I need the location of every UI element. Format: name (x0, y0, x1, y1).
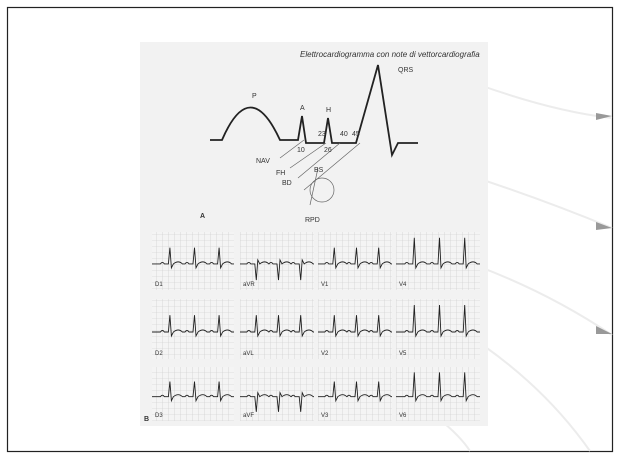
interval-label: 10 (297, 147, 305, 154)
wave-label: H (326, 107, 331, 114)
caption: Elettrocardiogramma con note di vettorca… (300, 50, 480, 59)
structure-label: BS (314, 167, 324, 174)
slide: Elettrocardiogramma con note di vettorca… (0, 0, 620, 459)
lead-label: aVL (243, 351, 254, 357)
interval-label: 40 (340, 131, 348, 138)
figure-label: B (144, 416, 149, 423)
structure-label: FH (276, 170, 285, 177)
lead-label: V5 (399, 351, 407, 357)
page: {"header": {"caption": "Elettrocardiogra… (0, 0, 620, 459)
lead-label: V1 (321, 282, 329, 288)
lead-label: D1 (155, 282, 163, 288)
lead-label: V2 (321, 351, 329, 357)
structure-label: BD (282, 180, 292, 187)
lead-label: V6 (399, 413, 407, 419)
wave-label: A (300, 105, 305, 112)
lead-label: aVR (243, 282, 255, 288)
figure-label: A (200, 213, 205, 220)
lead-label: V4 (399, 282, 407, 288)
lead-label: D3 (155, 413, 163, 419)
lead-label: aVF (243, 413, 254, 419)
structure-label: NAV (256, 158, 270, 165)
lead-label: V3 (321, 413, 329, 419)
interval-label: 23 (318, 131, 326, 138)
ecg-panels: D1 aVR V1 V4 D2 aVL V2 V5 D3 aVF V3 V6 B (144, 232, 480, 423)
lead-label: D2 (155, 351, 163, 357)
structure-label: RPD (305, 217, 320, 224)
wave-label: P (252, 93, 257, 100)
interval-label: 26 (324, 147, 332, 154)
wave-label: QRS (398, 67, 414, 74)
interval-label: 45 (352, 131, 360, 138)
